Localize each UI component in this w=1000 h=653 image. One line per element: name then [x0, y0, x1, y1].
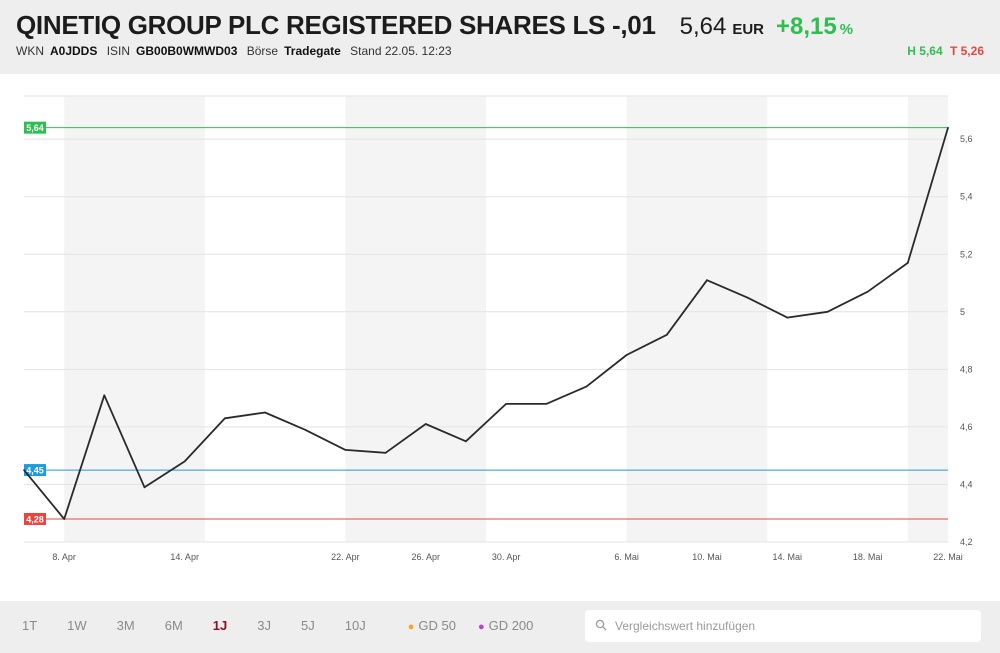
price-point: [746, 296, 748, 299]
current-price: 5,64: [679, 13, 727, 40]
title-row: QINETIQ GROUP PLC REGISTERED SHARES LS -…: [16, 10, 853, 41]
wkn-label: WKN: [16, 44, 44, 58]
price-point: [183, 460, 186, 463]
instrument-title: QINETIQ GROUP PLC REGISTERED SHARES LS -…: [16, 10, 656, 40]
price-point: [505, 403, 507, 405]
x-tick-label: 10. Mai: [692, 552, 722, 562]
reference-label: 5,64: [26, 123, 44, 133]
price-point: [947, 126, 949, 129]
timestamp: Stand 22.05. 12:23: [350, 44, 452, 58]
range-tabs: 1T 1W 3M 6M 1J 3J 5J 10J ● GD 50 ● GD 200: [22, 618, 543, 633]
price-point: [63, 518, 65, 520]
price-change: +8,15: [776, 13, 837, 40]
price-point: [23, 469, 25, 471]
currency-label: EUR: [732, 21, 765, 38]
compare-search[interactable]: Vergleichswert hinzufügen: [585, 610, 981, 642]
x-tick-label: 14. Mai: [773, 552, 803, 562]
price-line: [23, 127, 949, 520]
x-tick-label: 18. Mai: [853, 552, 883, 562]
reference-label-bg: [24, 121, 46, 134]
instrument-header: QINETIQ GROUP PLC REGISTERED SHARES LS -…: [0, 0, 1000, 74]
x-tick-label: 22. Mai: [933, 552, 963, 562]
y-tick-label: 4,8: [960, 364, 973, 374]
price-point: [625, 354, 628, 356]
price-point: [384, 452, 387, 454]
isin-value: GB00B0WMWD03: [136, 44, 238, 58]
x-tick-label: 30. Apr: [492, 552, 521, 562]
price-point: [103, 394, 106, 397]
y-tick-label: 5: [960, 307, 965, 317]
wkn-value: A0JDDS: [50, 44, 98, 58]
day-high: H 5,64: [907, 44, 943, 58]
price-point: [786, 316, 789, 319]
tab-1w[interactable]: 1W: [67, 618, 87, 633]
y-tick-label: 5,4: [960, 192, 973, 202]
price-point: [585, 385, 588, 388]
reference-label-bg: [24, 464, 46, 477]
y-tick-label: 5,6: [960, 134, 973, 144]
gd50-dot-icon: ●: [407, 621, 415, 633]
tab-6m[interactable]: 6M: [164, 618, 183, 633]
day-low: T 5,26: [949, 44, 984, 58]
price-point: [665, 334, 668, 336]
price-point: [706, 279, 708, 281]
x-tick-label: 6. Mai: [614, 552, 639, 562]
week-band: [907, 96, 948, 542]
price-point: [264, 411, 266, 414]
week-band: [626, 96, 768, 542]
chart-controls: 1T 1W 3M 6M 1J 3J 5J 10J ● GD 50 ● GD 200 …: [0, 601, 1000, 653]
reference-label: 4,45: [26, 466, 44, 476]
reference-label: 4,28: [26, 514, 44, 524]
tab-3m[interactable]: 3M: [116, 618, 135, 633]
price-point: [465, 440, 467, 443]
price-point: [545, 403, 548, 405]
tab-1t[interactable]: 1T: [22, 618, 38, 633]
tab-1j[interactable]: 1J: [212, 618, 228, 633]
gd50-label: GD 50: [418, 618, 456, 633]
price-change-unit: %: [839, 21, 854, 38]
x-tick-label: 8. Apr: [52, 552, 76, 562]
y-tick-label: 4,2: [960, 537, 973, 547]
price-point: [826, 311, 829, 313]
tab-5j[interactable]: 5J: [301, 618, 315, 633]
y-tick-label: 4,6: [960, 422, 973, 432]
price-point: [224, 417, 226, 420]
isin-label: ISIN: [106, 44, 131, 58]
price-point: [344, 449, 347, 451]
x-tick-label: 14. Apr: [170, 552, 199, 562]
reference-label-bg: [24, 512, 46, 525]
tab-3j[interactable]: 3J: [257, 618, 271, 633]
gd50-toggle[interactable]: ● GD 50: [408, 618, 456, 633]
y-tick-label: 5,2: [960, 249, 973, 259]
x-tick-label: 26. Apr: [411, 552, 440, 562]
gd200-dot-icon: ●: [477, 621, 485, 633]
x-tick-label: 22. Apr: [331, 552, 360, 562]
exchange-label: Börse: [246, 44, 279, 58]
search-placeholder: Vergleichswert hinzufügen: [615, 619, 756, 633]
search-icon: [595, 619, 607, 634]
y-tick-label: 4,4: [960, 479, 973, 489]
price-point: [424, 423, 427, 425]
price-chart[interactable]: 4,2 4,4 4,6 4,8 5 5,2 5,4 5,6 8. Apr 14. Apr 22. A…: [0, 74, 1000, 601]
price-point: [866, 290, 869, 293]
price-point: [304, 428, 307, 431]
instrument-meta: WKN A0JDDS ISIN GB00B0WMWD03 Börse Tradegat…: [16, 44, 458, 58]
week-band: [64, 96, 205, 542]
tab-10j[interactable]: 10J: [344, 618, 366, 633]
price-point: [143, 486, 146, 489]
price-point: [907, 262, 909, 264]
gd200-label: GD 200: [488, 618, 534, 633]
high-low: H 5,64 T 5,26: [907, 44, 984, 58]
week-band: [345, 96, 486, 542]
exchange-value: Tradegate: [284, 44, 341, 58]
gd200-toggle[interactable]: ● GD 200: [478, 618, 533, 633]
